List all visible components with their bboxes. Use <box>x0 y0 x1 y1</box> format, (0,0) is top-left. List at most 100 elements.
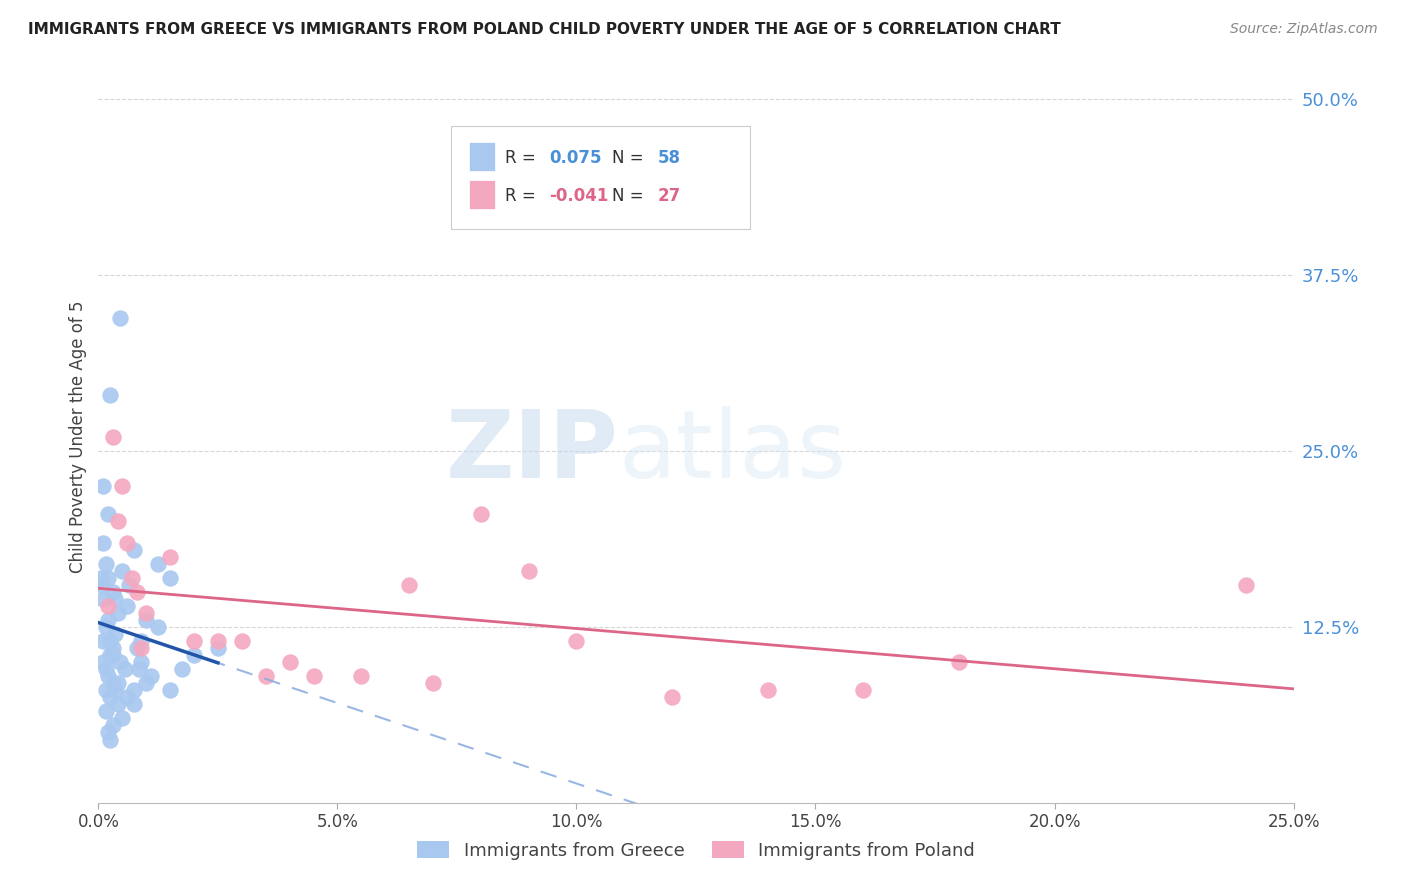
Point <box>172 662 194 676</box>
Text: 0.075: 0.075 <box>548 149 602 167</box>
Point <box>517 564 540 578</box>
Point <box>107 676 129 690</box>
Text: 58: 58 <box>658 149 681 167</box>
Point <box>97 669 120 683</box>
Point <box>565 634 588 648</box>
Point <box>107 606 129 620</box>
Point <box>97 571 120 585</box>
Point <box>94 705 117 719</box>
Point <box>422 676 444 690</box>
Point <box>124 542 146 557</box>
Point <box>98 648 122 662</box>
Text: Source: ZipAtlas.com: Source: ZipAtlas.com <box>1230 22 1378 37</box>
Point <box>159 549 181 564</box>
Point <box>131 641 153 656</box>
Point <box>108 310 131 325</box>
Legend: Immigrants from Greece, Immigrants from Poland: Immigrants from Greece, Immigrants from … <box>409 834 983 867</box>
Point <box>107 515 129 529</box>
Point <box>139 669 162 683</box>
Text: N =: N = <box>613 149 650 167</box>
Point <box>101 718 124 732</box>
Point <box>98 634 122 648</box>
Text: atlas: atlas <box>619 406 846 498</box>
Point <box>470 508 492 522</box>
Point <box>101 584 124 599</box>
Point <box>101 648 124 662</box>
Point <box>350 669 373 683</box>
Point <box>114 662 136 676</box>
Point <box>398 578 420 592</box>
Point <box>111 711 134 725</box>
Point <box>118 578 141 592</box>
Point <box>661 690 683 705</box>
Point <box>135 606 157 620</box>
Point <box>91 479 114 493</box>
Point <box>94 662 117 676</box>
Point <box>101 430 124 444</box>
Point <box>91 578 114 592</box>
Point <box>98 690 122 705</box>
Text: 27: 27 <box>658 186 681 204</box>
Point <box>98 388 122 402</box>
Text: R =: R = <box>505 186 541 204</box>
Point <box>97 613 120 627</box>
Point <box>111 564 134 578</box>
Point <box>128 662 150 676</box>
Point <box>104 591 127 606</box>
Point <box>159 683 181 698</box>
Point <box>131 634 153 648</box>
Point <box>207 641 229 656</box>
FancyBboxPatch shape <box>470 179 495 209</box>
Point <box>94 557 117 571</box>
Point <box>115 535 138 549</box>
Point <box>278 655 301 669</box>
Point <box>97 508 120 522</box>
Point <box>148 620 170 634</box>
Point <box>91 634 114 648</box>
Point <box>124 683 146 698</box>
Point <box>183 648 205 662</box>
Point <box>135 676 157 690</box>
Point <box>104 627 127 641</box>
Point <box>159 571 181 585</box>
FancyBboxPatch shape <box>451 126 749 228</box>
Point <box>91 591 114 606</box>
Point <box>254 669 277 683</box>
Point <box>183 634 205 648</box>
Point <box>104 683 127 698</box>
Point <box>108 655 131 669</box>
Point <box>852 683 875 698</box>
Point <box>115 599 138 613</box>
Point <box>111 479 134 493</box>
Point <box>101 676 124 690</box>
Point <box>948 655 970 669</box>
Point <box>302 669 325 683</box>
Point <box>135 613 157 627</box>
Text: IMMIGRANTS FROM GREECE VS IMMIGRANTS FROM POLAND CHILD POVERTY UNDER THE AGE OF : IMMIGRANTS FROM GREECE VS IMMIGRANTS FRO… <box>28 22 1062 37</box>
Point <box>90 571 112 585</box>
Y-axis label: Child Poverty Under the Age of 5: Child Poverty Under the Age of 5 <box>69 301 87 574</box>
Point <box>125 584 148 599</box>
FancyBboxPatch shape <box>470 142 495 171</box>
Point <box>94 620 117 634</box>
Point <box>1234 578 1257 592</box>
Point <box>756 683 779 698</box>
Point <box>121 571 143 585</box>
Text: -0.041: -0.041 <box>548 186 609 204</box>
Point <box>131 655 153 669</box>
Text: R =: R = <box>505 149 541 167</box>
Text: ZIP: ZIP <box>446 406 619 498</box>
Point <box>97 725 120 739</box>
Point <box>207 634 229 648</box>
Point <box>97 599 120 613</box>
Point <box>101 641 124 656</box>
Point <box>124 698 146 712</box>
Point <box>148 557 170 571</box>
Point <box>107 698 129 712</box>
Point <box>125 641 148 656</box>
Point <box>94 683 117 698</box>
Point <box>91 655 114 669</box>
Point <box>231 634 253 648</box>
Text: N =: N = <box>613 186 650 204</box>
Point <box>91 535 114 549</box>
